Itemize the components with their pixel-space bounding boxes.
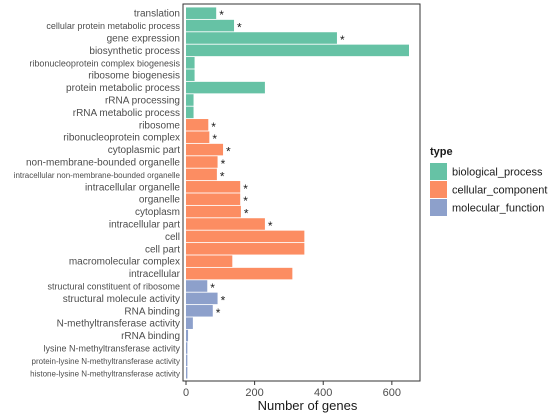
significance-star: * [220,169,225,183]
category-label: intracellular organelle [85,182,180,193]
bar-5 [186,69,195,81]
category-label: translation [134,9,180,20]
bar-2 [186,32,337,44]
significance-star: * [212,132,217,146]
category-label: lysine N-methyltransferase activity [43,344,180,354]
category-label: protein-lysine N-methyltransferase activ… [32,357,181,366]
bar-8 [186,106,194,119]
category-label: structural constituent of ribosome [47,282,180,292]
bar-13 [186,168,217,181]
bars-layer [186,7,409,379]
x-tick-label: 0 [183,387,189,399]
significance-star: * [340,33,345,47]
category-label: biosynthetic process [89,46,180,57]
legend-key [430,199,447,216]
x-tick-label: 400 [314,387,332,399]
significance-stars-layer: *************** [210,8,345,320]
category-label: protein metabolic process [66,83,180,94]
bar-23 [186,292,218,305]
bar-15 [186,193,241,205]
x-tick-label: 600 [383,387,401,399]
bar-19 [186,243,305,255]
category-label: ribosome biogenesis [88,71,180,82]
legend-label: molecular_function [452,203,544,215]
category-label: histone-lysine N-methyltransferase activ… [30,369,180,378]
bar-0 [186,7,217,19]
x-tick-label: 200 [245,387,263,399]
category-label: rRNA processing [105,96,180,107]
category-label: cellular protein metabolic process [46,21,180,31]
category-label: cell part [145,244,180,255]
significance-star: * [226,145,231,159]
significance-star: * [237,21,242,35]
significance-star: * [244,207,249,221]
bar-6 [186,81,265,94]
significance-star: * [219,8,224,22]
category-label: ribosome [139,120,181,131]
bar-26 [186,329,189,342]
significance-star: * [216,306,221,320]
significance-star: * [243,194,248,208]
bar-11 [186,143,224,156]
category-label: intracellular part [109,220,180,231]
bar-16 [186,205,241,218]
legend-key [430,163,447,180]
x-axis: 0 200 400 600 [183,381,401,399]
category-label: organelle [139,195,181,206]
category-label: non-membrane-bounded organelle [26,158,180,169]
legend: type biological_process cellular_componen… [430,146,547,216]
significance-star: * [221,157,226,171]
bar-27 [186,342,188,354]
category-label: macromolecular complex [69,257,180,268]
bar-22 [186,280,208,292]
x-axis-title: Number of genes [258,398,358,413]
category-label: ribonucleoprotein complex [63,133,180,144]
significance-star: * [221,293,226,307]
bar-24 [186,305,213,317]
category-label: ribonucleoprotein complex biogenesis [29,58,180,68]
category-label: intracellular [129,269,181,280]
bar-28 [186,354,188,367]
bar-18 [186,230,305,243]
bar-17 [186,218,265,230]
category-label: gene expression [107,34,180,45]
legend-label: biological_process [452,167,543,179]
bar-25 [186,317,193,329]
bar-12 [186,156,218,168]
category-label: rRNA metabolic process [73,108,180,119]
category-label: RNA binding [124,306,180,317]
significance-star: * [268,219,273,233]
category-label: cell [165,232,180,243]
legend-title: type [430,146,453,158]
significance-star: * [211,120,216,134]
legend-key [430,181,447,198]
category-label: intracellular non-membrane-bounded organ… [14,171,181,180]
bar-20 [186,255,233,267]
significance-star: * [210,281,215,295]
category-label: cytoplasm [135,207,180,218]
bar-14 [186,181,241,193]
legend-label: cellular_component [452,185,547,197]
bar-3 [186,44,409,57]
category-label: structural molecule activity [63,294,180,305]
category-label: rRNA binding [121,331,180,342]
bar-10 [186,131,210,143]
bar-9 [186,119,209,131]
significance-star: * [243,182,248,196]
plot-panel-border [182,3,421,382]
bar-7 [186,94,194,106]
bar-29 [186,367,188,379]
bar-1 [186,19,235,32]
bar-4 [186,57,195,69]
category-label: N-methyltransferase activity [57,319,180,330]
bar-21 [186,267,293,280]
category-label: cytoplasmic part [108,145,180,156]
